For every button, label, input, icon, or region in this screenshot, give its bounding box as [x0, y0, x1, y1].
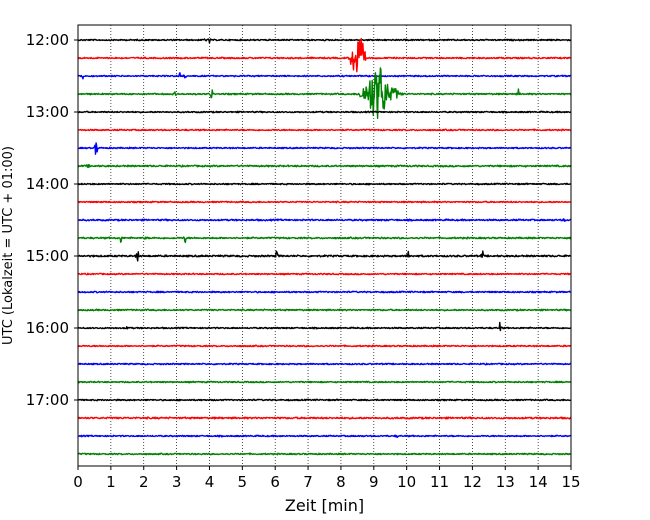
x-tick-label: 8 — [336, 473, 346, 491]
plot-frame — [77, 24, 572, 467]
x-tick-label: 6 — [270, 473, 280, 491]
x-tick-label: 7 — [303, 473, 313, 491]
trace-line-1245 — [77, 67, 572, 120]
y-tick-label: 16:00 — [26, 319, 69, 337]
trace-line-1545 — [77, 308, 572, 312]
trace-line-1400 — [77, 182, 572, 186]
y-tick-label: 14:00 — [26, 175, 69, 193]
x-tick-label: 0 — [73, 473, 83, 491]
x-tick-label: 1 — [106, 473, 116, 491]
trace-line-1745 — [77, 452, 572, 456]
trace-line-1215 — [77, 37, 572, 73]
x-tick-label: 11 — [430, 473, 449, 491]
trace-line-1515 — [77, 272, 572, 276]
trace-line-1500 — [77, 250, 572, 262]
axis-ticks: 0 1 2 3 4 5 6 7 8 9 10 11 12 13 14 1512:0013:0014:0015:… — [26, 31, 581, 491]
trace-line-1415 — [77, 200, 572, 204]
trace-line-1200 — [77, 38, 572, 44]
trace-lines — [77, 37, 572, 456]
x-tick-label: 3 — [172, 473, 182, 491]
trace-line-1315 — [77, 128, 572, 132]
trace-line-1730 — [77, 434, 572, 438]
y-tick-label: 15:00 — [26, 247, 69, 265]
x-tick-label: 4 — [205, 473, 215, 491]
trace-line-1600 — [77, 321, 572, 332]
trace-line-1700 — [77, 398, 572, 402]
x-tick-label: 14 — [529, 473, 548, 491]
y-axis-title: UTC (Lokalzeit = UTC + 01:00) — [1, 146, 16, 345]
x-tick-label: 2 — [139, 473, 149, 491]
trace-line-1345 — [77, 163, 572, 168]
x-tick-label: 15 — [561, 473, 580, 491]
trace-line-1630 — [77, 362, 572, 366]
trace-line-1230 — [77, 72, 572, 80]
trace-line-1530 — [77, 290, 572, 294]
trace-line-1430 — [77, 218, 572, 222]
trace-line-1715 — [77, 416, 572, 420]
trace-line-1445 — [77, 236, 572, 244]
x-tick-label: 10 — [397, 473, 416, 491]
y-tick-label: 17:00 — [26, 391, 69, 409]
x-tick-label: 9 — [369, 473, 379, 491]
x-axis-title: Zeit [min] — [285, 496, 364, 515]
trace-line-1645 — [77, 380, 572, 384]
x-tick-label: 13 — [496, 473, 515, 491]
y-tick-label: 12:00 — [26, 31, 69, 49]
x-tick-label: 5 — [238, 473, 248, 491]
trace-line-1330 — [77, 142, 572, 155]
trace-line-1615 — [77, 344, 572, 348]
x-tick-label: 12 — [463, 473, 482, 491]
trace-line-1300 — [77, 110, 572, 114]
y-tick-label: 13:00 — [26, 103, 69, 121]
